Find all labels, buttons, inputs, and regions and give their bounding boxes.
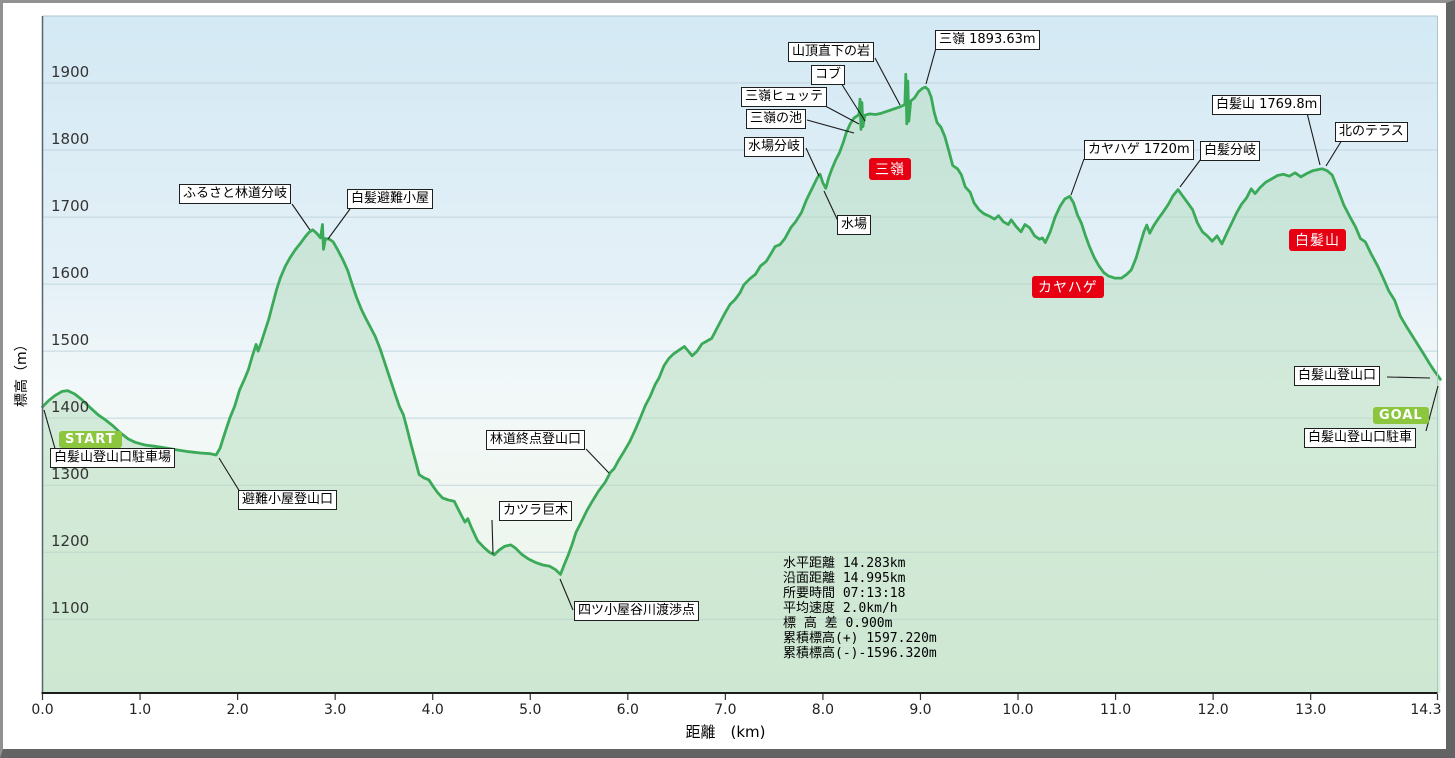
waypoint-label: 白髪山 1769.8m [1212,95,1322,116]
y-tick-label-1400: 1400 [51,398,90,417]
stats-line: 標 高 差 0.900m [783,616,893,631]
stats-line: 沿面距離 14.995km [783,571,906,586]
route-badge: カヤハゲ [1032,276,1104,298]
route-badge: 白髪山 [1289,229,1346,251]
x-tick-label-4.0: 4.0 [421,702,444,718]
x-tick-label-5.0: 5.0 [519,702,542,718]
y-tick-label-1500: 1500 [51,331,90,350]
x-tick-label-8.0: 8.0 [811,702,835,718]
waypoint-label: カツラ巨木 [499,501,573,522]
x-tick-label-7.0: 7.0 [714,702,737,718]
waypoint-label: 三嶺 1893.63m [935,30,1040,51]
stats-line: 平均速度 2.0km/h [783,601,898,616]
route-badge: 三嶺 [869,158,911,180]
stats-line: 所要時間 07:13:18 [783,586,906,601]
y-tick-label-1200: 1200 [51,532,90,551]
x-tick-label-9.0: 9.0 [909,702,932,718]
waypoint-label: 白髪山登山口駐車場 [50,448,176,469]
stats-line: 水平距離 14.283km [783,556,906,571]
y-tick-label-1100: 1100 [51,599,90,618]
waypoint-label: 北のテラス [1335,122,1408,143]
route-stats-panel: 水平距離 14.283km 沿面距離 14.995km 所要時間 07:13:18 平… [783,556,937,661]
waypoint-label: 白髪避難小屋 [347,189,434,210]
y-tick-label-1300: 1300 [51,465,90,484]
y-tick-label-1900: 1900 [51,63,90,82]
waypoint-label: ふるさと林道分岐 [179,184,292,205]
x-axis-title: 距離 (km) [685,723,766,741]
waypoint-label: 三嶺ヒュッテ [741,87,828,108]
waypoint-label: 白髪山登山口 [1294,366,1381,387]
waypoint-label: カヤハゲ 1720m [1084,140,1194,161]
route-badge: GOAL [1373,407,1429,424]
y-tick-label-1700: 1700 [51,197,90,216]
waypoint-label: 白髪山登山口駐車 [1304,428,1417,449]
waypoint-label: 白髪分岐 [1200,141,1261,162]
stats-line: 累積標高(+) 1597.220m [783,631,937,646]
x-tick-label-2.0: 2.0 [226,702,249,718]
waypoint-label: 水場分岐 [744,137,805,158]
chart-canvas [41,15,1442,700]
x-tick-label-6.0: 6.0 [616,702,639,718]
x-tick-label-3.0: 3.0 [324,702,347,718]
y-axis-title: 標高（m） [14,337,30,407]
x-tick-label-14.3: 14.3 [1410,702,1442,718]
x-tick-label-1.0: 1.0 [128,702,152,718]
waypoint-label: 三嶺の池 [746,109,807,130]
stats-line: 累積標高(-)-1596.320m [783,646,937,661]
waypoint-label: 山頂直下の岩 [788,42,875,63]
x-tick-label-11.0: 11.0 [1099,702,1132,718]
waypoint-label: コブ [811,65,846,86]
waypoint-label: 水場 [837,215,872,236]
x-tick-label-13.0: 13.0 [1295,702,1327,718]
y-tick-label-1600: 1600 [51,264,90,283]
route-badge: START [59,431,122,448]
waypoint-label: 避難小屋登山口 [238,490,338,511]
waypoint-label: 林道終点登山口 [486,430,586,451]
x-tick-label-12.0: 12.0 [1197,702,1229,718]
x-tick-label-0.0: 0.0 [31,702,54,718]
x-tick-label-10.0: 10.0 [1002,702,1034,718]
y-tick-label-1800: 1800 [51,130,90,149]
waypoint-label: 四ツ小屋谷川渡渉点 [574,601,700,622]
